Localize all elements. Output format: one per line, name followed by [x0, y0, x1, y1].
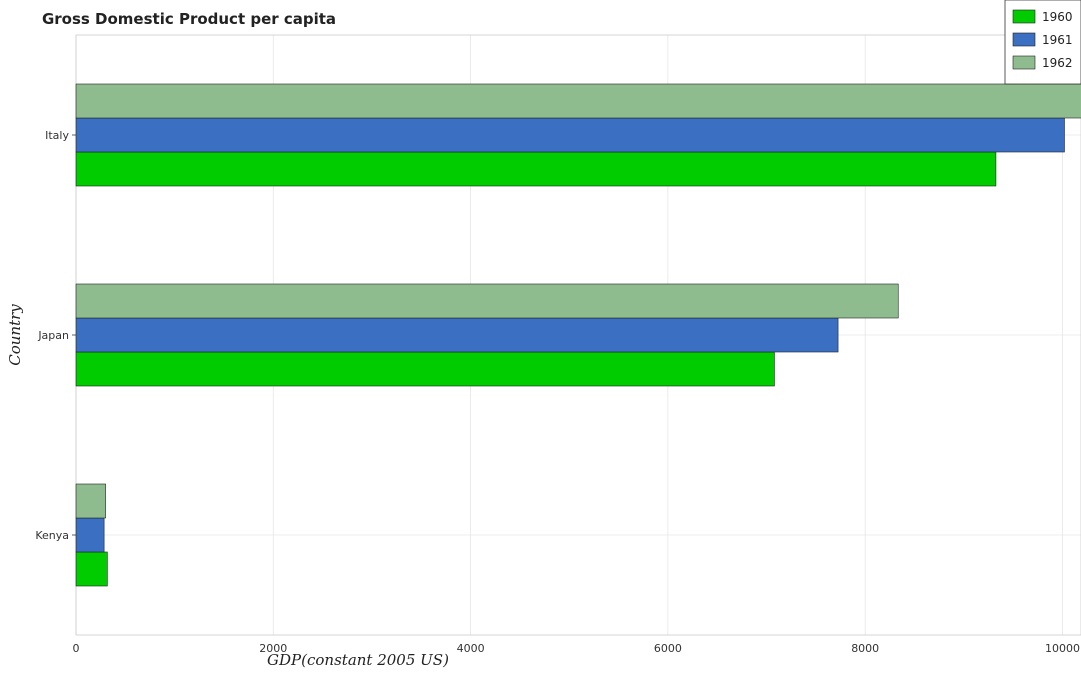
- y-tick-label: Japan: [37, 329, 69, 342]
- y-tick-label: Kenya: [35, 529, 69, 542]
- bar-kenya-1962: [75, 483, 106, 519]
- bar-japan-1960: [75, 351, 775, 387]
- bar-japan-1961: [75, 317, 839, 353]
- x-tick-label: 8000: [851, 642, 879, 655]
- x-tick-label: 0: [73, 642, 80, 655]
- bar-kenya-1961: [75, 517, 105, 553]
- x-ticks: 0 2000 4000 6000 8000 10000: [73, 642, 1081, 655]
- y-tick-label: Italy: [45, 129, 69, 142]
- bars: [75, 83, 1081, 587]
- x-tick-label: 4000: [457, 642, 485, 655]
- legend-swatch-1961: [1012, 32, 1036, 47]
- legend-label-1962: 1962: [1042, 56, 1073, 70]
- bar-japan-1962: [75, 283, 899, 319]
- legend-swatch-1962: [1012, 55, 1036, 70]
- x-tick-label: 6000: [654, 642, 682, 655]
- chart-title: Gross Domestic Product per capita: [42, 10, 336, 28]
- bar-italy-1960: [75, 151, 997, 187]
- legend-swatch-1960: [1012, 9, 1036, 24]
- bar-italy-1962: [75, 83, 1081, 119]
- x-tick-label: 10000: [1045, 642, 1080, 655]
- legend-label-1960: 1960: [1042, 10, 1073, 24]
- y-ticks: Italy Japan Kenya: [35, 129, 76, 542]
- legend-label-1961: 1961: [1042, 33, 1073, 47]
- bar-kenya-1960: [75, 551, 108, 587]
- x-axis-label: GDP(constant 2005 US): [267, 651, 449, 669]
- bar-italy-1961: [75, 117, 1065, 153]
- y-axis-label: Country: [6, 304, 24, 366]
- legend: 1960 1961 1962: [1004, 0, 1081, 85]
- x-tick-label: 2000: [259, 642, 287, 655]
